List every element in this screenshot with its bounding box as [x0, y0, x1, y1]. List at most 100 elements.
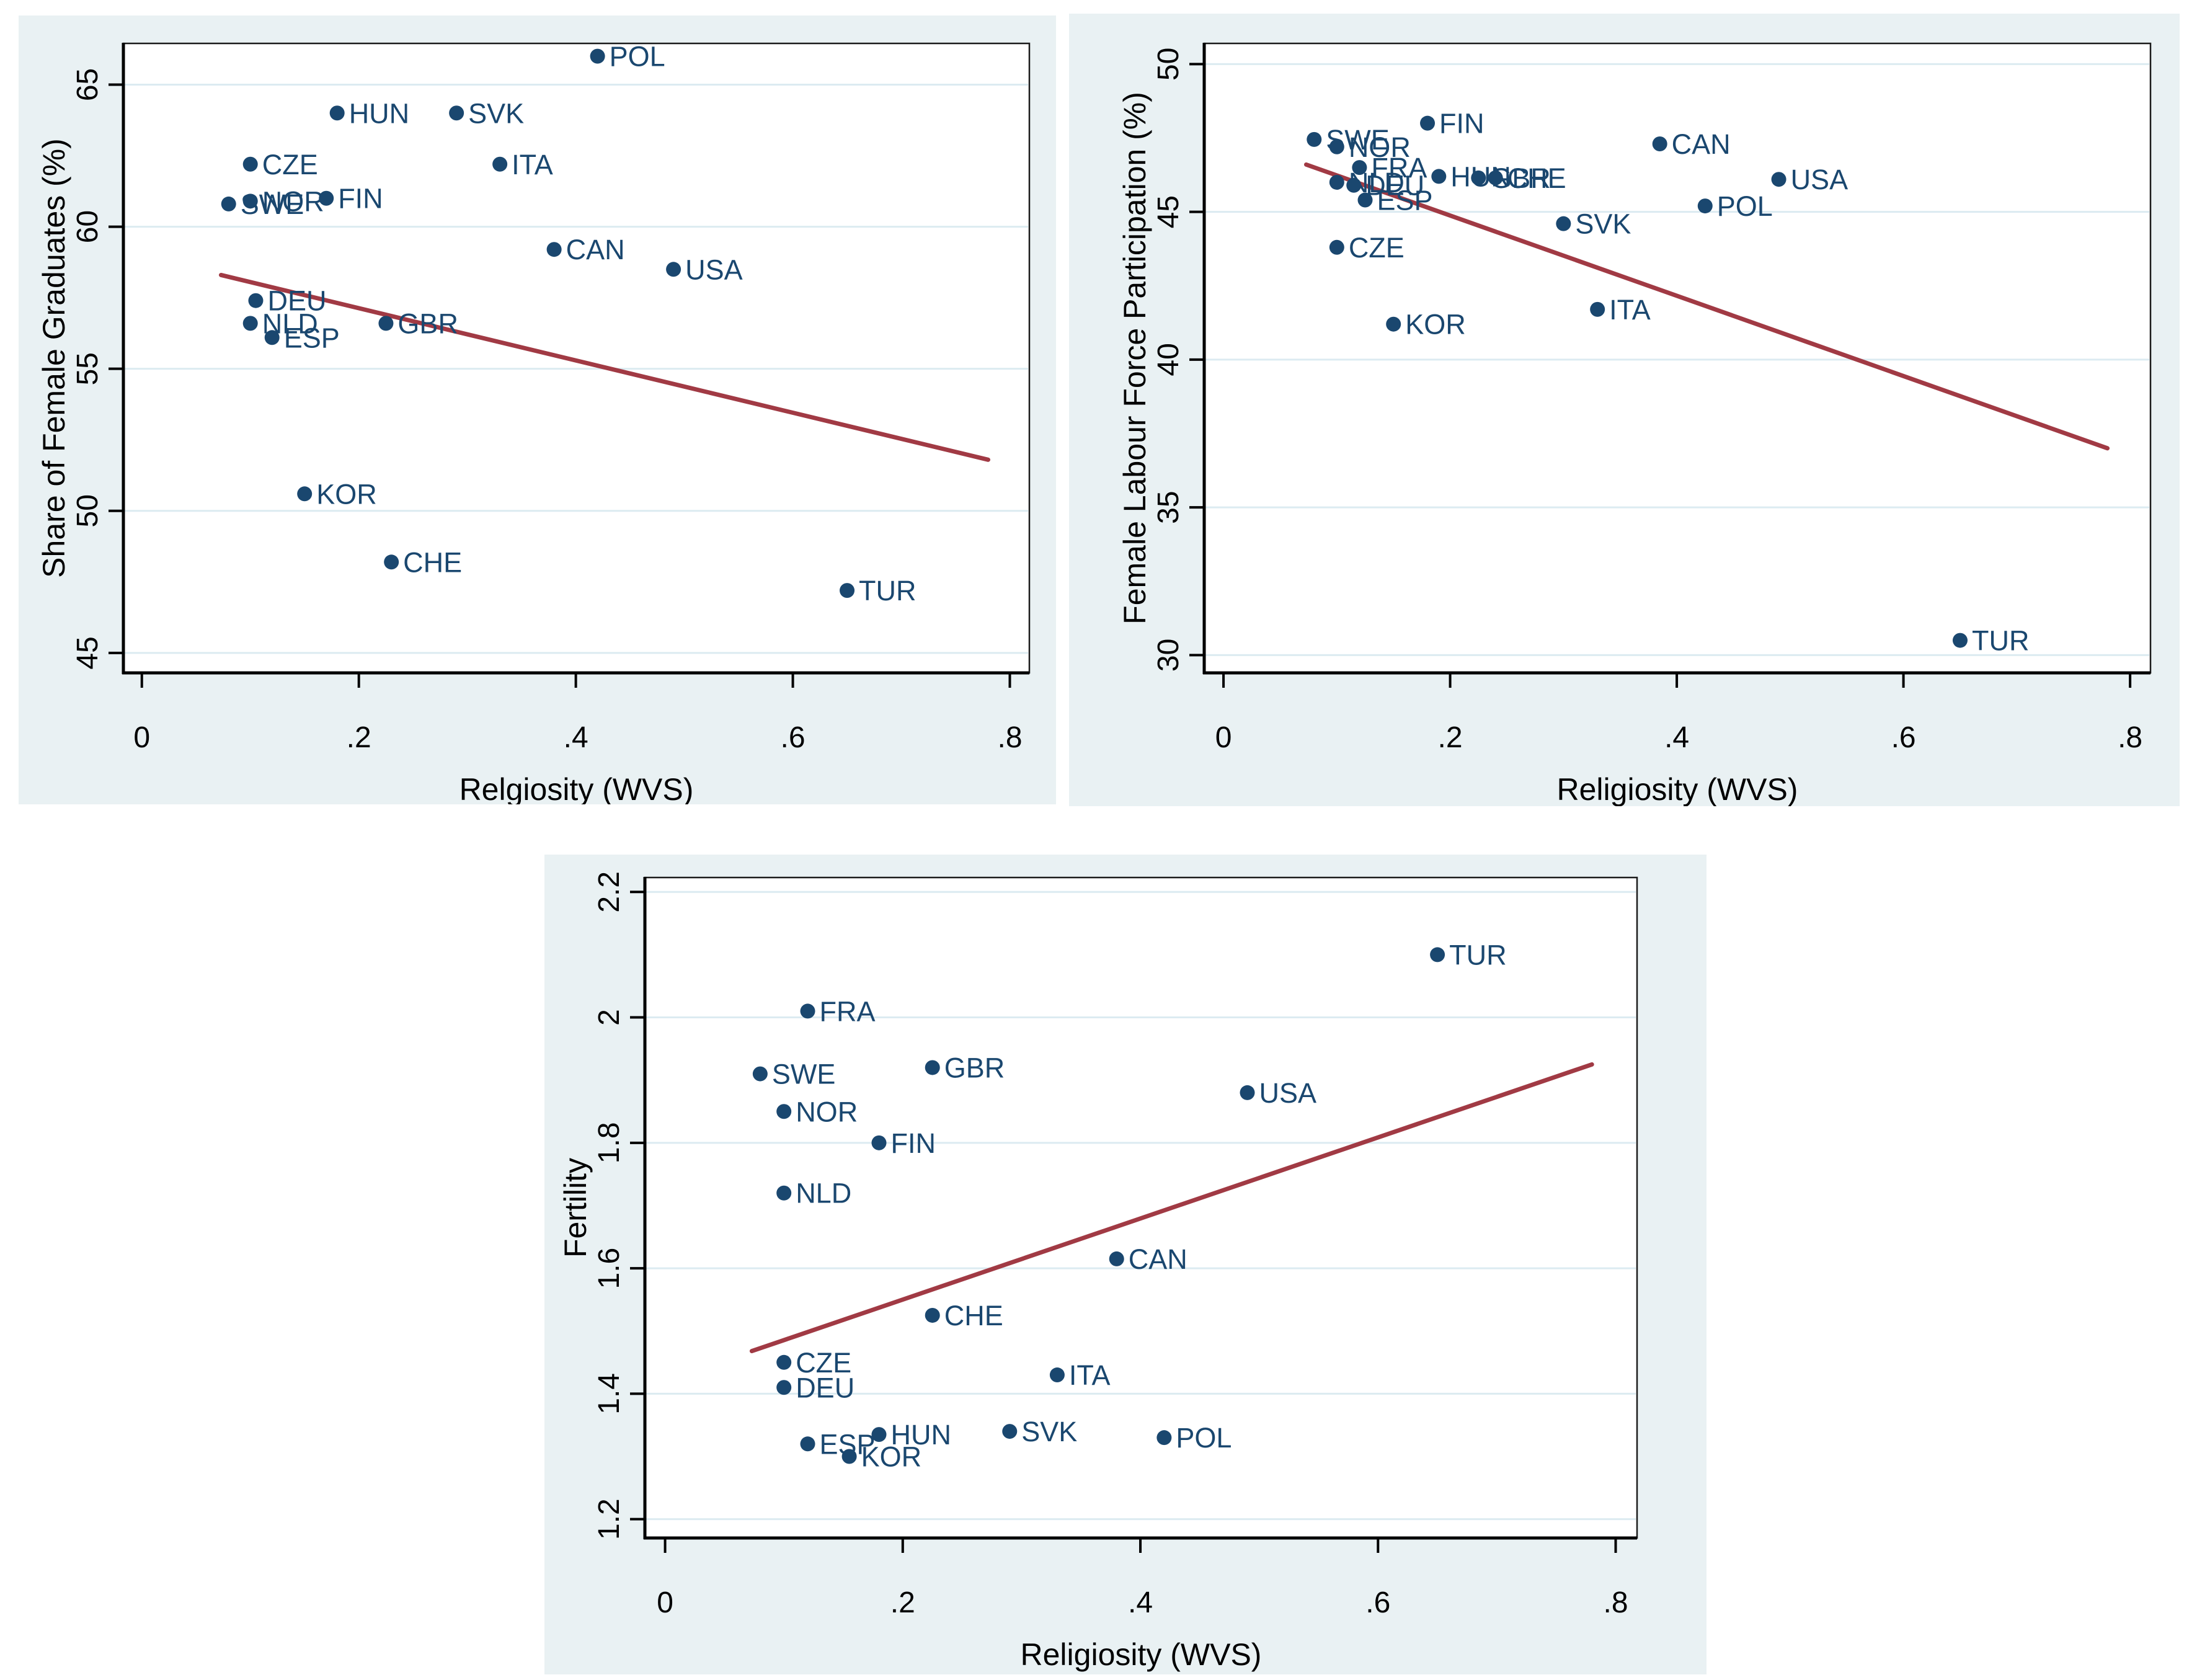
point-label-TUR: TUR: [1972, 625, 2029, 657]
y-tick-label: 1.4: [593, 1373, 626, 1415]
point-label-SVK: SVK: [1021, 1416, 1077, 1447]
point-label-FIN: FIN: [1439, 108, 1485, 140]
scatter-point-FRA: [1352, 160, 1367, 176]
y-tick-label: 35: [1152, 491, 1185, 523]
scatter-point-CZE: [242, 156, 258, 172]
y-tick-label: 1.6: [593, 1248, 626, 1289]
scatter-point-HUN: [329, 105, 345, 121]
point-label-CZE: CZE: [262, 149, 318, 180]
scatter-point-SVK: [449, 105, 464, 121]
point-label-GBR: GBR: [397, 308, 458, 339]
x-axis-title: Religiosity (WVS): [1557, 772, 1798, 806]
x-axis-title: Religiosity (WVS): [1021, 1637, 1262, 1672]
scatter-point-CAN: [546, 242, 562, 257]
x-tick-label: 0: [133, 721, 150, 754]
point-label-POL: POL: [1717, 190, 1773, 222]
x-tick-label: .2: [347, 721, 371, 754]
point-label-FRA: FRA: [1371, 152, 1427, 184]
y-tick-label: 50: [71, 494, 104, 527]
scatter-point-SWE: [752, 1066, 768, 1082]
y-tick-label: 55: [71, 352, 104, 385]
scatter-point-CAN: [1652, 136, 1667, 152]
scatter-point-ITA: [1049, 1367, 1065, 1383]
scatter-point-SWE: [221, 196, 236, 211]
scatter-point-FRA: [800, 1003, 815, 1019]
scatter-point-KOR: [1386, 316, 1401, 332]
point-label-GBR: GBR: [944, 1052, 1005, 1083]
scatter-point-ITA: [1590, 301, 1605, 317]
scatter-point-NOR: [1329, 139, 1344, 154]
point-label-NLD: NLD: [796, 1178, 851, 1209]
y-tick-label: 40: [1152, 343, 1185, 376]
scatter-point-NLD: [242, 316, 258, 331]
point-label-DEU: DEU: [267, 285, 326, 317]
scatter-point-ESP: [264, 330, 280, 345]
scatter-point-KOR: [841, 1449, 857, 1464]
y-tick-label: 65: [71, 68, 104, 101]
scatter-point-ESP: [1357, 192, 1373, 208]
y-axis-title: Share of Female Graduates (%): [37, 138, 71, 578]
scatter-point-USA: [1771, 172, 1786, 187]
y-axis-title: Female Labour Force Participation (%): [1117, 92, 1152, 624]
x-tick-label: .4: [1664, 721, 1689, 754]
point-label-TUR: TUR: [1449, 939, 1506, 971]
scatter-point-NOR: [776, 1104, 792, 1119]
fit-line: [1303, 162, 2110, 451]
x-tick-label: .4: [564, 721, 588, 754]
point-label-POL: POL: [1176, 1422, 1232, 1454]
point-label-ITA: ITA: [1069, 1359, 1111, 1391]
point-label-SWE: SWE: [772, 1059, 836, 1090]
point-label-NOR: NOR: [262, 185, 324, 217]
scatter-point-DEU: [248, 293, 264, 308]
plot-area: [122, 42, 1031, 674]
x-tick-label: .2: [1438, 721, 1463, 754]
x-tick-label: .6: [781, 721, 806, 754]
scatter-point-POL: [590, 48, 605, 64]
scatter-point-USA: [1240, 1085, 1255, 1100]
scatter-point-CZE: [776, 1354, 792, 1370]
scatter-point-CAN: [1109, 1251, 1124, 1266]
scatter-point-FIN: [319, 190, 334, 206]
chart-panel-fertility: 1.2 1.4 1.6 1.8 2 2.2 0 .2 .4 .6 .8 Fertility Religi…: [544, 855, 1707, 1674]
scatter-point-GBR: [925, 1060, 940, 1075]
scatter-point-ITA: [492, 156, 508, 172]
fit-line: [749, 1062, 1594, 1354]
point-label-USA: USA: [1791, 164, 1849, 195]
point-label-CHE: CHE: [1507, 162, 1566, 194]
point-label-USA: USA: [1259, 1077, 1316, 1109]
x-tick-label: .8: [1603, 1586, 1628, 1619]
x-tick-label: .2: [890, 1586, 915, 1619]
x-tick-label: .6: [1891, 721, 1916, 754]
scatter-point-KOR: [297, 486, 313, 502]
point-label-NOR: NOR: [796, 1096, 858, 1127]
point-label-CZE: CZE: [796, 1347, 851, 1379]
scatter-point-HUN: [1431, 169, 1447, 184]
y-tick-label: 1.8: [593, 1122, 626, 1163]
scatter-point-SVK: [1556, 216, 1571, 231]
x-axis-title: Relgiosity (WVS): [459, 772, 694, 804]
scatter-point-CHE: [384, 554, 399, 570]
scatter-point-USA: [666, 262, 681, 277]
point-label-ESP: ESP: [1377, 185, 1433, 216]
point-label-SVK: SVK: [1575, 208, 1631, 240]
x-tick-label: 0: [1215, 721, 1232, 754]
point-label-FRA: FRA: [820, 995, 876, 1027]
chart-panel-share-of-female-graduates: 45 50 55 60 65 0 .2 .4 .6 .8 Share of Female Gradu…: [19, 16, 1056, 804]
fit-line: [218, 272, 991, 462]
point-label-HUN: HUN: [890, 1419, 951, 1451]
y-tick-label: 50: [1152, 48, 1185, 81]
point-label-FIN: FIN: [338, 183, 383, 215]
y-tick-label: 30: [1152, 639, 1185, 672]
scatter-point-TUR: [840, 583, 855, 598]
scatter-point-NLD: [1329, 174, 1344, 190]
point-label-HUN: HUN: [349, 97, 410, 129]
scatter-chart-fertility: 1.2 1.4 1.6 1.8 2 2.2 0 .2 .4 .6 .8 Fertility Religi…: [558, 871, 1638, 1672]
y-tick-label: 45: [1152, 195, 1185, 228]
point-label-NOR: NOR: [1349, 131, 1411, 163]
scatter-point-SWE: [1307, 131, 1322, 147]
point-label-KOR: KOR: [316, 478, 377, 510]
scatter-point-NLD: [776, 1185, 792, 1201]
scatter-point-FIN: [871, 1135, 887, 1150]
chart-panel-female-labour-force-participation: 30 35 40 45 50 0 .2 .4 .6 .8 Female Labour Force P…: [1069, 14, 2180, 806]
